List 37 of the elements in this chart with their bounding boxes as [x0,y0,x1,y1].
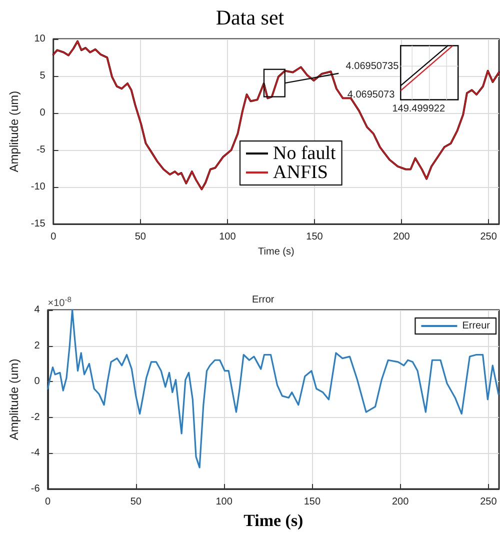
line-series [46,309,500,468]
x-tick-label: 250 [480,496,498,508]
x-tick-label: 0 [50,232,57,243]
y-tick-label: -6 [30,484,40,494]
chart-title: Error [252,294,275,306]
x-axis-title: Time (s) [244,510,304,530]
y-tick-label: -10 [30,182,46,193]
y-tick-label: -15 [30,218,46,230]
y-tick-label: 4 [34,304,40,316]
x-tick-label: 150 [304,496,321,508]
chart-title: Data set [216,6,284,30]
legend-label: Erreur [462,320,491,332]
x-tick-label: 250 [480,232,498,243]
y-tick-label: -2 [30,412,40,423]
x-tick-label: 150 [306,232,324,243]
y-tick-label: 0 [40,108,46,119]
y-tick-label: 10 [34,34,46,44]
y-tick-label: -5 [36,144,46,156]
x-tick-label: 100 [216,496,233,508]
annotation: 4.06950735 [346,61,400,72]
annotation: 4.0695073 [347,90,396,101]
legend-label: ANFIS [273,162,328,183]
annotation: 149.499922 [392,104,446,115]
text: ×10$^{-8}$ [48,294,72,309]
y-axis-title: Amplitude (um) [7,90,21,172]
y-tick-label: 5 [40,70,46,82]
x-tick-label: 200 [393,232,410,243]
y-tick-label: 2 [34,340,40,352]
x-tick-label: 50 [130,496,142,508]
x-tick-label: 50 [134,232,146,243]
legend-label: No fault [273,143,337,164]
y-tick-label: 0 [34,376,40,388]
x-tick-label: 100 [219,232,236,243]
y-tick-label: -4 [30,448,40,459]
x-axis-title: Time (s) [258,246,294,258]
y-axis-title: Amplitude (um) [7,358,21,440]
x-tick-label: 200 [392,496,410,508]
